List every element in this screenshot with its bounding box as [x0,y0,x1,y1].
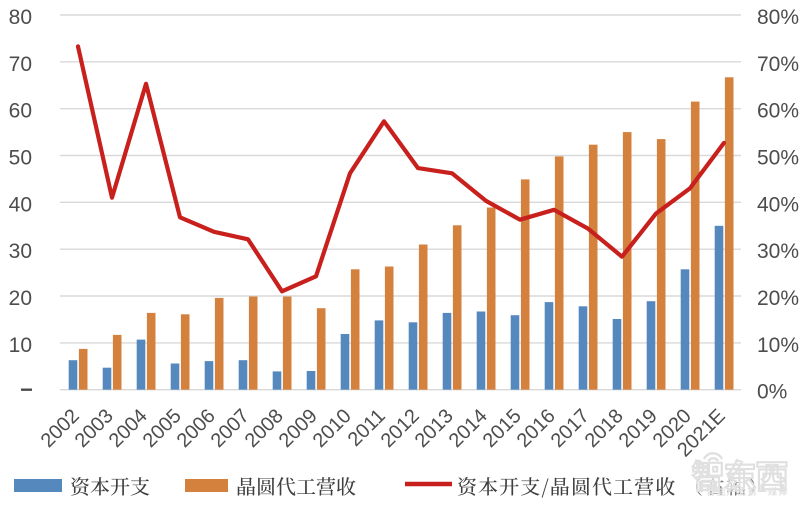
svg-text:0%: 0% [757,381,787,404]
svg-text:40: 40 [9,193,32,216]
svg-text:60%: 60% [757,100,799,123]
svg-text:10%: 10% [757,334,799,357]
svg-text:70: 70 [9,53,32,76]
svg-text:30%: 30% [757,240,799,263]
svg-text:30: 30 [9,240,32,263]
svg-text:80%: 80% [757,6,799,29]
svg-text:20%: 20% [757,287,799,310]
svg-text:10: 10 [9,334,32,357]
svg-text:40%: 40% [757,193,799,216]
svg-text:50%: 50% [757,147,799,170]
svg-text:80: 80 [9,6,32,29]
svg-text:60: 60 [9,100,32,123]
svg-text:50: 50 [9,147,32,170]
svg-text:70%: 70% [757,53,799,76]
svg-text:20: 20 [9,287,32,310]
